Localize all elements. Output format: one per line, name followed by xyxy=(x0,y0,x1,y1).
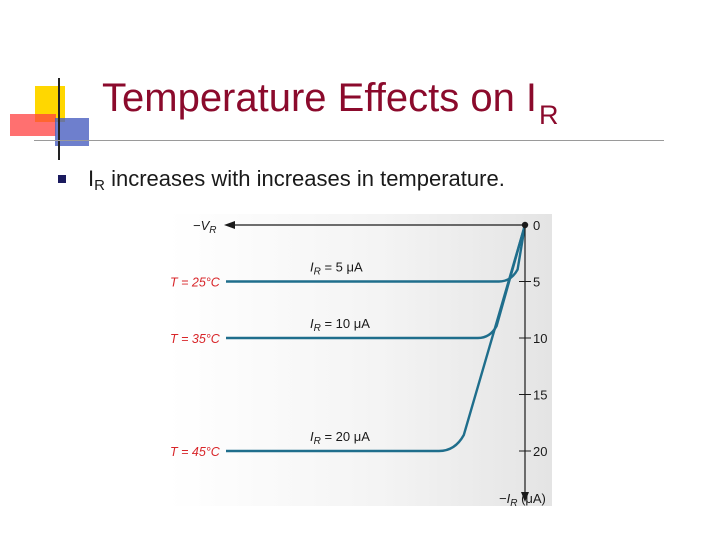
page-title: Temperature Effects on IR xyxy=(102,76,559,129)
square-bullet-icon xyxy=(58,175,66,183)
ir-tick-label: 15 xyxy=(533,388,547,403)
decor-horizontal-line xyxy=(34,140,664,141)
ir-tick-label: 10 xyxy=(533,331,547,346)
ir-tick-label: 0 xyxy=(533,218,540,233)
decor-red-square xyxy=(10,114,56,136)
title-subscript: R xyxy=(539,100,559,130)
current-label: IR = 10 μA xyxy=(310,316,370,334)
current-label: IR = 5 μA xyxy=(310,260,363,278)
ir-axis-label: −IR (μA) xyxy=(499,491,546,506)
vr-axis-label: −VR xyxy=(193,218,217,236)
decor-vertical-line xyxy=(58,78,60,160)
ir-tick-label: 5 xyxy=(533,275,540,290)
temperature-label: T = 45°C xyxy=(170,445,221,459)
figure-background xyxy=(168,214,552,506)
decor-blue-square xyxy=(55,118,89,146)
temperature-curves: T = 25°C IR = 5 μA T = 35°C IR = 10 μA T = 4… xyxy=(170,224,527,459)
ir-axis-arrow xyxy=(521,492,529,502)
bullet-text: IR increases with increases in temperatu… xyxy=(88,166,505,194)
reverse-current-figure: T = 25°C IR = 5 μA T = 35°C IR = 10 μA T = 4… xyxy=(168,214,552,506)
ir-axis-ticks: 0 5 10 15 20 xyxy=(519,218,547,459)
ir-tick-label: 20 xyxy=(533,444,547,459)
bullet-subscript: R xyxy=(94,177,105,194)
bullet-prefix: I xyxy=(88,166,95,191)
bullet-body: increases with increases in temperature. xyxy=(104,166,505,191)
vr-axis-arrow xyxy=(224,221,235,229)
origin-dot xyxy=(521,221,529,229)
title-main: Temperature Effects on I xyxy=(102,76,538,120)
temperature-label: T = 35°C xyxy=(170,332,221,346)
temperature-label: T = 25°C xyxy=(170,276,221,290)
current-label: IR = 20 μA xyxy=(310,429,370,447)
temperature-curve xyxy=(226,224,527,453)
